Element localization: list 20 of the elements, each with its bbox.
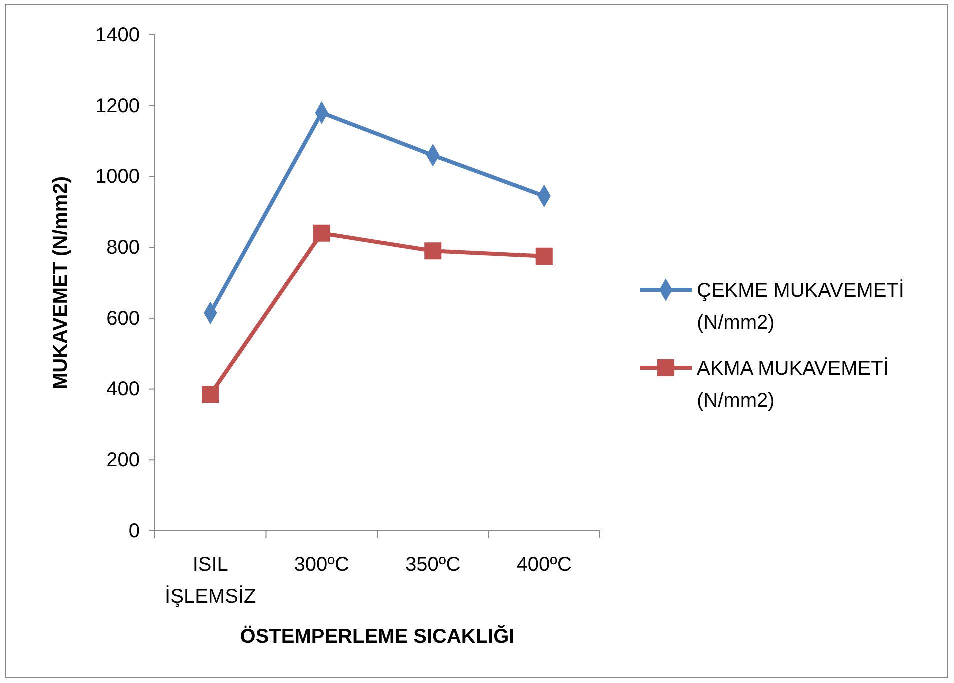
point: [424, 242, 442, 260]
y-tick-label: 400: [106, 378, 140, 401]
x-axis-title: ÖSTEMPERLEME SICAKLIĞI: [240, 625, 515, 648]
y-tick-label: 1400: [96, 24, 140, 46]
x-tick-label: 400ºC: [516, 554, 572, 576]
y-tick-label: 200: [106, 450, 140, 472]
legend-label: ÇEKME MUKAVEMETİ (N/mm2): [697, 279, 904, 334]
y-axis-title: MUKAVEMET (N/mm2): [50, 176, 72, 390]
legend-label: AKMA MUKAVEMETİ (N/mm2): [697, 357, 889, 412]
x-tick-label: 300ºC: [294, 554, 350, 576]
point: [202, 386, 220, 404]
x-tick-label: 350ºC: [406, 554, 461, 576]
y-tick-label: 1000: [96, 166, 140, 188]
y-tick-label: 800: [106, 236, 140, 259]
point: [536, 248, 553, 265]
point: [313, 224, 330, 242]
x-tick-label: ISIL İŞLEMSİZ: [165, 554, 256, 608]
y-tick-label: 600: [106, 308, 140, 330]
y-tick-label: 1200: [96, 95, 140, 118]
y-tick-label: 0: [128, 520, 140, 542]
